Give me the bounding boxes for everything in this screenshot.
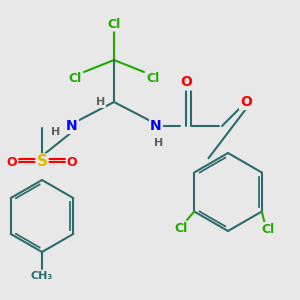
Text: Cl: Cl	[261, 223, 274, 236]
Text: Cl: Cl	[174, 221, 188, 235]
Text: O: O	[7, 155, 17, 169]
Text: Cl: Cl	[146, 71, 160, 85]
Text: Cl: Cl	[68, 71, 82, 85]
Text: H: H	[96, 97, 105, 107]
Text: O: O	[67, 155, 77, 169]
Text: N: N	[66, 119, 78, 133]
Text: N: N	[150, 119, 162, 133]
Text: CH₃: CH₃	[31, 271, 53, 281]
Text: Cl: Cl	[107, 17, 121, 31]
Text: O: O	[180, 76, 192, 89]
Text: H: H	[51, 127, 60, 137]
Text: O: O	[240, 95, 252, 109]
Text: S: S	[37, 154, 47, 169]
Text: H: H	[154, 137, 164, 148]
